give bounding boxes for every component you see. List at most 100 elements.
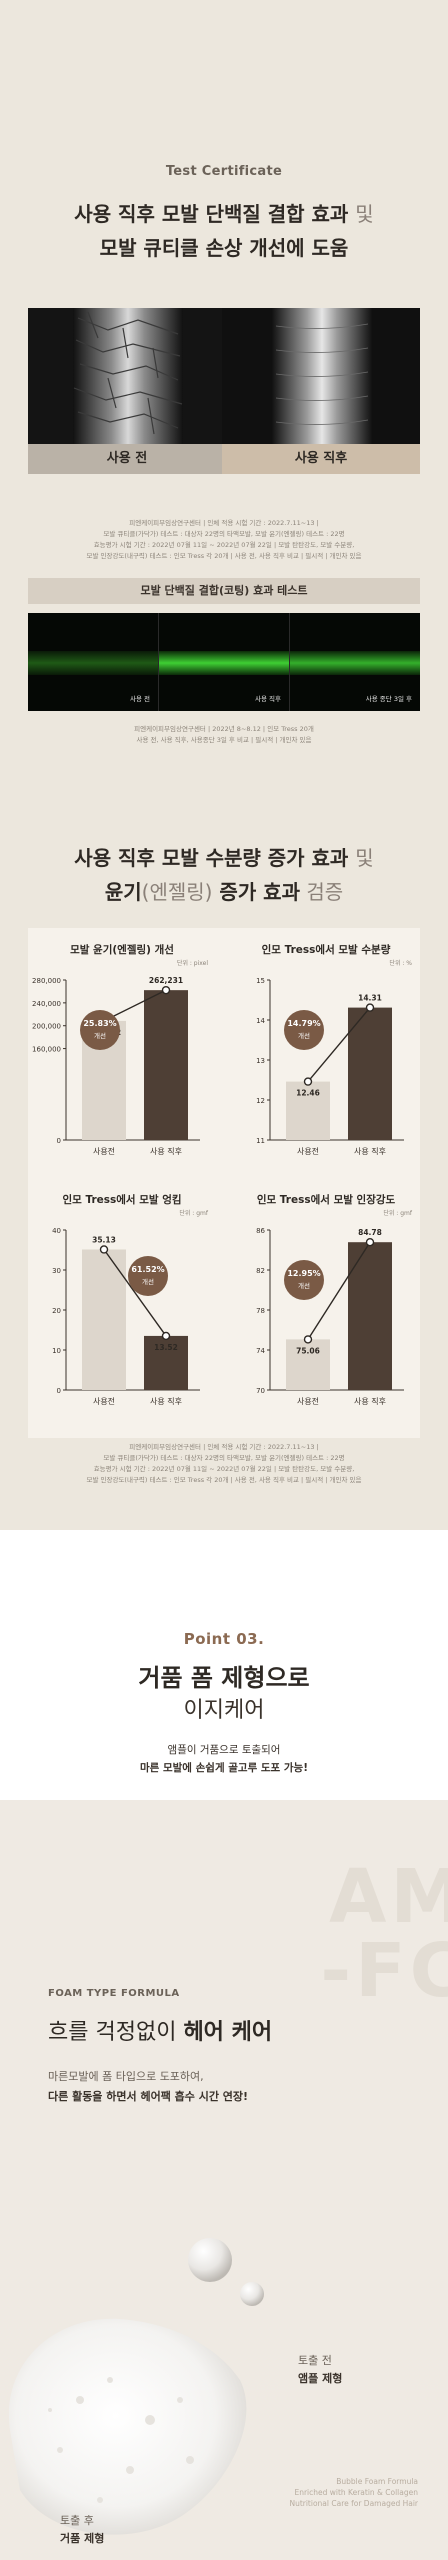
point-title: 거품 폼 제형으로: [138, 1664, 310, 1692]
y-tick-label: 13: [256, 1057, 265, 1065]
bar: [82, 1249, 126, 1390]
bar: [144, 1335, 188, 1390]
headline-line3: 사용 직후 모발 수분량 증가 효과 및: [74, 846, 374, 870]
y-tick-label: 82: [256, 1267, 265, 1275]
badge-text: 개선: [298, 1282, 310, 1290]
data-label: 35.13: [92, 1235, 116, 1244]
y-tick-label: 280,000: [32, 977, 61, 985]
photo-caption-after: 사용 직후: [222, 444, 420, 474]
badge-value: 14.79%: [287, 1019, 321, 1028]
chart-tensile: 인모 Tress에서 모발 인장강도 단위 : gmf 70 74 78 82 86 사용…: [232, 1186, 420, 1426]
y-tick-label: 70: [256, 1387, 265, 1395]
point-03-section: Point 03. 거품 폼 제형으로 이지케어 앰플이 거품으로 토출되어 마…: [0, 1530, 448, 1800]
data-point: [99, 1245, 109, 1254]
bar: [348, 1007, 392, 1140]
chart-svg: 11 12 13 14 15 사용전 사용 직후 12.46 14.31: [256, 977, 404, 1156]
chart-unit: 단위 : gmf: [383, 1210, 412, 1217]
improvement-badge: 12.95% 개선: [284, 1260, 324, 1300]
chart-title: 모발 윤기(엔젤링) 개선: [70, 944, 174, 956]
badge-value: 12.95%: [287, 1269, 321, 1278]
x-tick-label: 사용전: [93, 1146, 115, 1156]
improvement-badge: 25.83% 개선: [80, 1010, 120, 1050]
y-tick-label: 0: [57, 1137, 61, 1145]
background-text-1: AM: [329, 1854, 448, 1940]
label-after: 토출 후 거품 제형: [60, 2514, 105, 2545]
badge-text: 개선: [94, 1032, 106, 1040]
hair-photo-after: 사용 직후: [222, 308, 420, 474]
foam-type-label: FOAM TYPE FORMULA: [48, 1988, 180, 1999]
chart-title: 인모 Tress에서 모발 엉킴: [62, 1194, 182, 1206]
chart-unit: 단위 : gmf: [179, 1210, 208, 1217]
badge-value: 25.83%: [83, 1019, 117, 1028]
point-label: Point 03.: [183, 1630, 265, 1648]
x-tick-label: 사용전: [297, 1396, 319, 1406]
test-note-2: 피엔케이피부임상연구센터 | 2022년 8~8.12 | 인모 Tress 2…: [134, 725, 314, 744]
foam-desc-2: 다른 활동을 하면서 헤어팩 흡수 시간 연장!: [48, 2090, 249, 2103]
trend-line: [307, 1241, 371, 1340]
chart-tangle: 인모 Tress에서 모발 엉킴 단위 : gmf 0 10 20 30 40 사용전 사용…: [28, 1186, 216, 1426]
badge-text: 개선: [298, 1032, 310, 1040]
y-tick-label: 14: [256, 1017, 265, 1025]
chart-title: 인모 Tress에서 모발 수분량: [261, 944, 391, 956]
data-label: 262,231: [149, 976, 183, 985]
bar: [286, 1081, 330, 1140]
data-point: [303, 1335, 313, 1344]
trend-line: [103, 1249, 167, 1337]
test-certificate-section: Test Certificate 사용 직후 모발 단백질 결합 효과 및 모발…: [28, 164, 420, 1484]
test-note-1: 피엔케이피부임상연구센터 | 인체 적용 시험 기간 : 2022.7.11~1…: [86, 519, 362, 560]
y-tick-label: 30: [52, 1267, 61, 1275]
x-tick-label: 사용 직후: [354, 1146, 386, 1156]
y-tick-label: 86: [256, 1227, 265, 1235]
green-fluorescence-strip: 사용 전 사용 직후 사용 종단 3일 후: [28, 613, 420, 711]
fluorescence-3days: 사용 종단 3일 후: [290, 613, 420, 711]
foam-formula-section: AM -FC FOAM TYPE FORMULA 흐를 걱정없이 헤어 케어 마…: [0, 1800, 448, 2560]
foam-desc-1: 마른모발에 폼 타입으로 도포하여,: [48, 2070, 204, 2083]
chart-unit: 단위 : pixel: [176, 960, 208, 967]
chart-gloss: 모발 윤기(엔젤링) 개선 단위 : pixel 0 160,000 200,000…: [28, 936, 216, 1176]
y-tick-label: 20: [52, 1307, 61, 1315]
y-tick-label: 78: [256, 1307, 265, 1315]
badge-text: 개선: [142, 1278, 154, 1286]
x-tick-label: 사용전: [297, 1146, 319, 1156]
chart-unit: 단위 : %: [389, 960, 412, 967]
foam-texture-illustration: [8, 2238, 264, 2535]
badge-value: 61.52%: [131, 1265, 165, 1274]
data-point: [303, 1077, 313, 1086]
test-certificate-label: Test Certificate: [165, 164, 283, 179]
data-label: 12.46: [296, 1089, 320, 1098]
data-label: 75.06: [296, 1346, 320, 1355]
trend-line: [307, 1007, 371, 1083]
bar: [144, 990, 188, 1140]
y-tick-label: 40: [52, 1227, 61, 1235]
headline-line4: 윤기(엔젤링) 증가 효과 검증: [104, 880, 344, 904]
y-tick-label: 160,000: [32, 1046, 61, 1054]
hair-cuticle-image-before: [28, 308, 226, 444]
hair-cuticle-image-after: [222, 308, 420, 444]
data-point: [161, 985, 171, 995]
foam-title: 흐를 걱정없이 헤어 케어: [48, 2020, 273, 2045]
improvement-badge: 14.79% 개선: [284, 1010, 324, 1050]
hair-photo-before: 사용 전: [28, 308, 226, 474]
bar: [348, 1242, 392, 1390]
y-tick-label: 240,000: [32, 1000, 61, 1008]
data-label: 84.78: [358, 1228, 382, 1237]
fluorescence-before: 사용 전: [28, 613, 158, 711]
data-point: [365, 1238, 375, 1247]
data-point: [161, 1331, 171, 1341]
photo-caption-before: 사용 전: [28, 444, 226, 474]
point-desc-1: 앰플이 거품으로 토출되어: [167, 1744, 281, 1756]
x-tick-label: 사용전: [93, 1396, 115, 1406]
y-tick-label: 0: [57, 1387, 61, 1395]
headline-line2: 모발 큐티클 손상 개선에 도움: [99, 236, 349, 260]
y-tick-label: 74: [256, 1347, 265, 1355]
chart-svg: 0 10 20 30 40 사용전 사용 직후 35.13 13.52: [52, 1227, 200, 1406]
coating-test-bar: 모발 단백질 결합(코팅) 효과 테스트: [28, 578, 420, 604]
y-tick-label: 200,000: [32, 1023, 61, 1031]
chart-grid: 모발 윤기(엔젤링) 개선 단위 : pixel 0 160,000 200,000…: [28, 928, 420, 1438]
improvement-badge: 61.52% 개선: [128, 1256, 168, 1296]
product-text: Bubble Foam Formula Enriched with Kerati…: [289, 2477, 418, 2508]
point-desc-2: 마른 모발에 손쉽게 골고루 도포 가능!: [140, 1762, 308, 1774]
data-label: 13.52: [154, 1343, 178, 1352]
